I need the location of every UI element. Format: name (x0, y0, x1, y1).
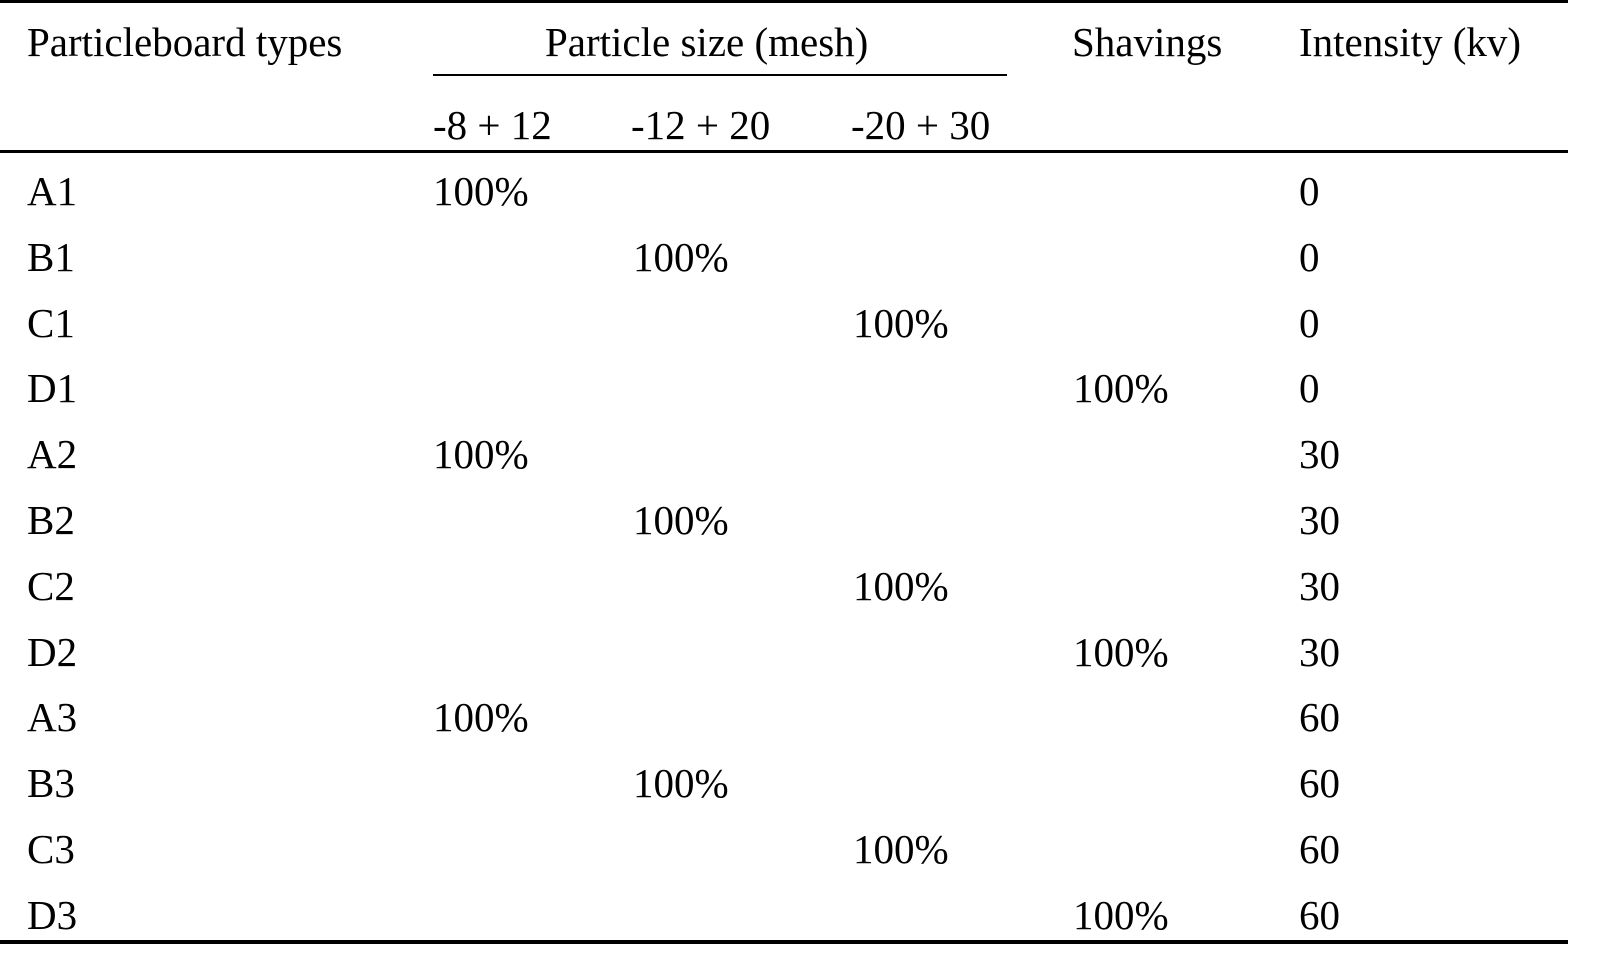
subheader-12-20: -12 + 20 (631, 102, 771, 148)
cell-s2: 100% (633, 497, 729, 543)
cell-intensity: 0 (1299, 299, 1320, 346)
cell-s3: 100% (853, 562, 949, 609)
cell-s2: 100% (633, 760, 729, 807)
cell-intensity: 0 (1299, 233, 1320, 280)
cell-intensity: 60 (1299, 760, 1340, 807)
cell-type: D3 (27, 891, 78, 938)
cell-type: B1 (27, 233, 75, 280)
cell-s3: 100% (853, 826, 949, 872)
cell-intensity: 0 (1299, 168, 1320, 214)
cell-s1: 100% (433, 431, 529, 478)
cell-type: A1 (27, 168, 78, 214)
cell-intensity: 60 (1299, 826, 1340, 872)
cell-intensity: 30 (1299, 562, 1340, 609)
cell-intensity: 0 (1299, 365, 1320, 412)
cell-type: D1 (27, 365, 78, 412)
cell-type: D2 (27, 628, 78, 675)
cell-type: B2 (27, 497, 75, 543)
header-intensity: Intensity (kv) (1299, 19, 1522, 65)
header-shavings: Shavings (1072, 19, 1223, 65)
cell-s1: 100% (433, 694, 529, 741)
cell-intensity: 30 (1299, 497, 1340, 543)
subheader-8-12: -8 + 12 (433, 102, 552, 148)
cell-type: C2 (27, 562, 75, 609)
cell-intensity: 30 (1299, 628, 1340, 675)
header-type: Particleboard types (27, 19, 343, 65)
cell-intensity: 60 (1299, 694, 1340, 741)
top-rule (0, 0, 1568, 3)
cell-s3: 100% (853, 299, 949, 346)
cell-type: C3 (27, 826, 75, 872)
cell-type: C1 (27, 299, 75, 346)
cell-s1: 100% (433, 168, 529, 214)
cell-s2: 100% (633, 233, 729, 280)
particle-size-underline (433, 74, 1007, 76)
cell-type: A3 (27, 694, 78, 741)
bottom-rule (0, 940, 1568, 944)
cell-shavings: 100% (1073, 365, 1169, 412)
cell-intensity: 60 (1299, 891, 1340, 938)
cell-type: A2 (27, 431, 78, 478)
header-particle-size: Particle size (mesh) (545, 19, 869, 65)
header-rule (0, 150, 1568, 153)
cell-type: B3 (27, 760, 75, 807)
subheader-20-30: -20 + 30 (851, 102, 991, 148)
cell-intensity: 30 (1299, 431, 1340, 478)
cell-shavings: 100% (1073, 891, 1169, 938)
cell-shavings: 100% (1073, 628, 1169, 675)
